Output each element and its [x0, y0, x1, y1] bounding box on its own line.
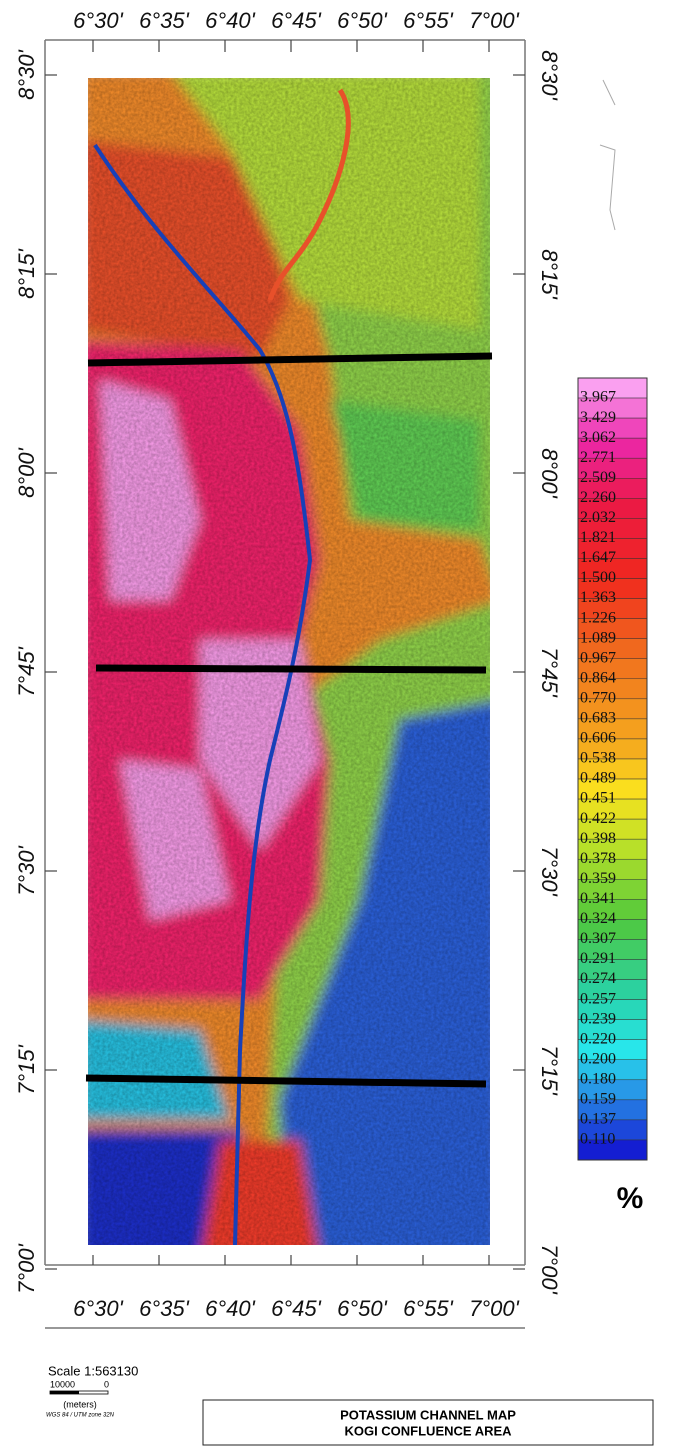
scale-bar-segment [50, 1391, 79, 1394]
longitude-label: 6°30' [73, 1296, 124, 1321]
legend-label: 3.062 [580, 429, 616, 446]
latitude-label: 8°00' [14, 447, 39, 498]
latitude-label: 7°45' [537, 647, 562, 698]
legend-label: 1.647 [580, 549, 616, 566]
legend-label: 0.606 [580, 730, 616, 747]
longitude-label: 6°40' [205, 1296, 256, 1321]
section-line [87, 352, 493, 367]
color-legend: 3.967 3.429 3.062 2.771 2.509 2.260 2.032 1.821… [577, 377, 648, 1161]
legend-label: 0.257 [580, 990, 616, 1007]
scale-projection: WGS 84 / UTM zone 32N [46, 1413, 115, 1419]
legend-label: 1.500 [580, 569, 616, 586]
legend-label: 2.260 [580, 489, 616, 506]
legend-label: 1.363 [580, 589, 616, 606]
legend-unit: % [617, 1182, 644, 1215]
legend-border [577, 377, 648, 1161]
longitude-label: 6°45' [271, 1296, 322, 1321]
longitude-label: 6°55' [403, 1296, 454, 1321]
legend-label: 1.821 [580, 529, 616, 546]
legend-label: 0.422 [580, 810, 616, 827]
legend-label: 0.159 [580, 1091, 616, 1108]
latitude-label: 7°15' [537, 1045, 562, 1096]
coordinate-labels: 6°30' 6°35' 6°40' 6°45' 6°50' 6°55' 7°00' 6°30'… [14, 8, 562, 1321]
legend-label: 0.274 [580, 970, 616, 987]
legend-label: 1.226 [580, 609, 616, 626]
legend-label: 0.451 [580, 790, 616, 807]
section-line [95, 664, 487, 674]
legend-label: 2.771 [580, 449, 616, 466]
legend-label: 2.509 [580, 469, 616, 486]
legend-label: 0.359 [580, 870, 616, 887]
legend-label: 0.770 [580, 689, 616, 706]
legend-label: 0.341 [580, 890, 616, 907]
legend-label: 3.967 [580, 389, 616, 406]
legend-label: 0.110 [580, 1131, 615, 1148]
scale-label: 0 [104, 1379, 109, 1389]
latitude-label: 7°30' [537, 846, 562, 897]
latitude-label: 8°30' [537, 50, 562, 101]
legend-label: 2.032 [580, 509, 616, 526]
latitude-label: 7°00' [537, 1244, 562, 1295]
longitude-label: 6°35' [139, 1296, 190, 1321]
section-line [85, 1074, 487, 1088]
latitude-label: 7°15' [14, 1044, 39, 1095]
title-line: KOGI CONFLUENCE AREA [344, 1423, 512, 1438]
scale-title: Scale 1:563130 [48, 1363, 138, 1378]
longitude-label: 6°50' [337, 1296, 388, 1321]
latitude-label: 8°15' [537, 249, 562, 300]
scale-unit: (meters) [63, 1399, 97, 1409]
latitude-label: 7°00' [14, 1243, 39, 1294]
legend-label: 0.200 [580, 1050, 616, 1067]
title-box [202, 1399, 654, 1446]
legend-label: 0.220 [580, 1030, 616, 1047]
longitude-label: 6°55' [403, 8, 454, 33]
legend-label: 0.864 [580, 669, 616, 686]
legend-label: 0.489 [580, 770, 616, 787]
legend-label: 0.180 [580, 1070, 616, 1087]
legend-label: 3.429 [580, 409, 616, 426]
legend-label: 0.324 [580, 910, 616, 927]
longitude-label: 6°45' [271, 8, 322, 33]
legend-label: 1.089 [580, 629, 616, 646]
longitude-label: 6°30' [73, 8, 124, 33]
legend-label: 0.538 [580, 750, 616, 767]
longitude-label: 6°50' [337, 8, 388, 33]
scale-label: 10000 [50, 1379, 75, 1389]
latitude-label: 8°30' [14, 49, 39, 100]
legend-label: 0.967 [580, 649, 616, 666]
legend-label: 0.291 [580, 950, 616, 967]
latitude-label: 8°00' [537, 448, 562, 499]
legend-label: 0.307 [580, 930, 616, 947]
latitude-label: 7°45' [14, 646, 39, 697]
legend-label: 0.398 [580, 830, 616, 847]
longitude-label: 6°40' [205, 8, 256, 33]
north-arrow [599, 79, 616, 231]
title-line: POTASSIUM CHANNEL MAP [340, 1407, 516, 1422]
latitude-label: 8°15' [14, 248, 39, 299]
legend-label: 0.137 [580, 1111, 616, 1128]
longitude-label: 7°00' [469, 8, 520, 33]
latitude-label: 7°30' [14, 845, 39, 896]
legend-label: 0.239 [580, 1010, 616, 1027]
longitude-label: 7°00' [469, 1296, 520, 1321]
legend-label: 0.683 [580, 710, 616, 727]
legend-label: 0.378 [580, 850, 616, 867]
longitude-label: 6°35' [139, 8, 190, 33]
